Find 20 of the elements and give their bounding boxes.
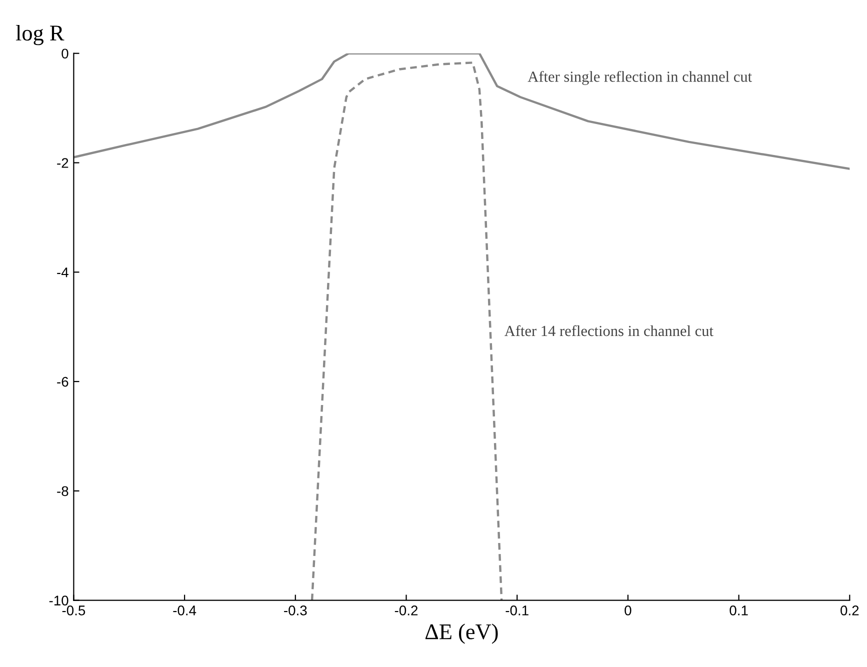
x-tick-label: 0 xyxy=(624,606,632,616)
y-tick-label: 0 xyxy=(62,48,68,59)
x-tick-label: -0.5 xyxy=(62,606,86,616)
x-tick-label: 0.1 xyxy=(730,606,748,616)
annotation: After single reflection in channel cut xyxy=(528,70,752,85)
annotation: After 14 reflections in channel cut xyxy=(504,325,714,336)
x-tick-label: -0.2 xyxy=(394,606,418,616)
y-tick-label: -8 xyxy=(57,486,68,496)
x-axis-title: ΔE (eV) xyxy=(425,624,498,644)
y-axis-title: log R xyxy=(16,24,64,46)
y-tick-label: -2 xyxy=(57,158,68,168)
line-series xyxy=(74,53,850,170)
y-tick-label: -10 xyxy=(49,596,68,606)
x-tick-label: 0.2 xyxy=(840,606,859,616)
x-tick-label: -0.1 xyxy=(506,606,528,616)
line-series xyxy=(310,62,503,600)
y-tick-label: -6 xyxy=(57,376,68,387)
x-tick-label: -0.3 xyxy=(284,606,307,616)
x-tick-label: -0.4 xyxy=(173,606,196,616)
y-tick-label: -4 xyxy=(57,268,68,278)
